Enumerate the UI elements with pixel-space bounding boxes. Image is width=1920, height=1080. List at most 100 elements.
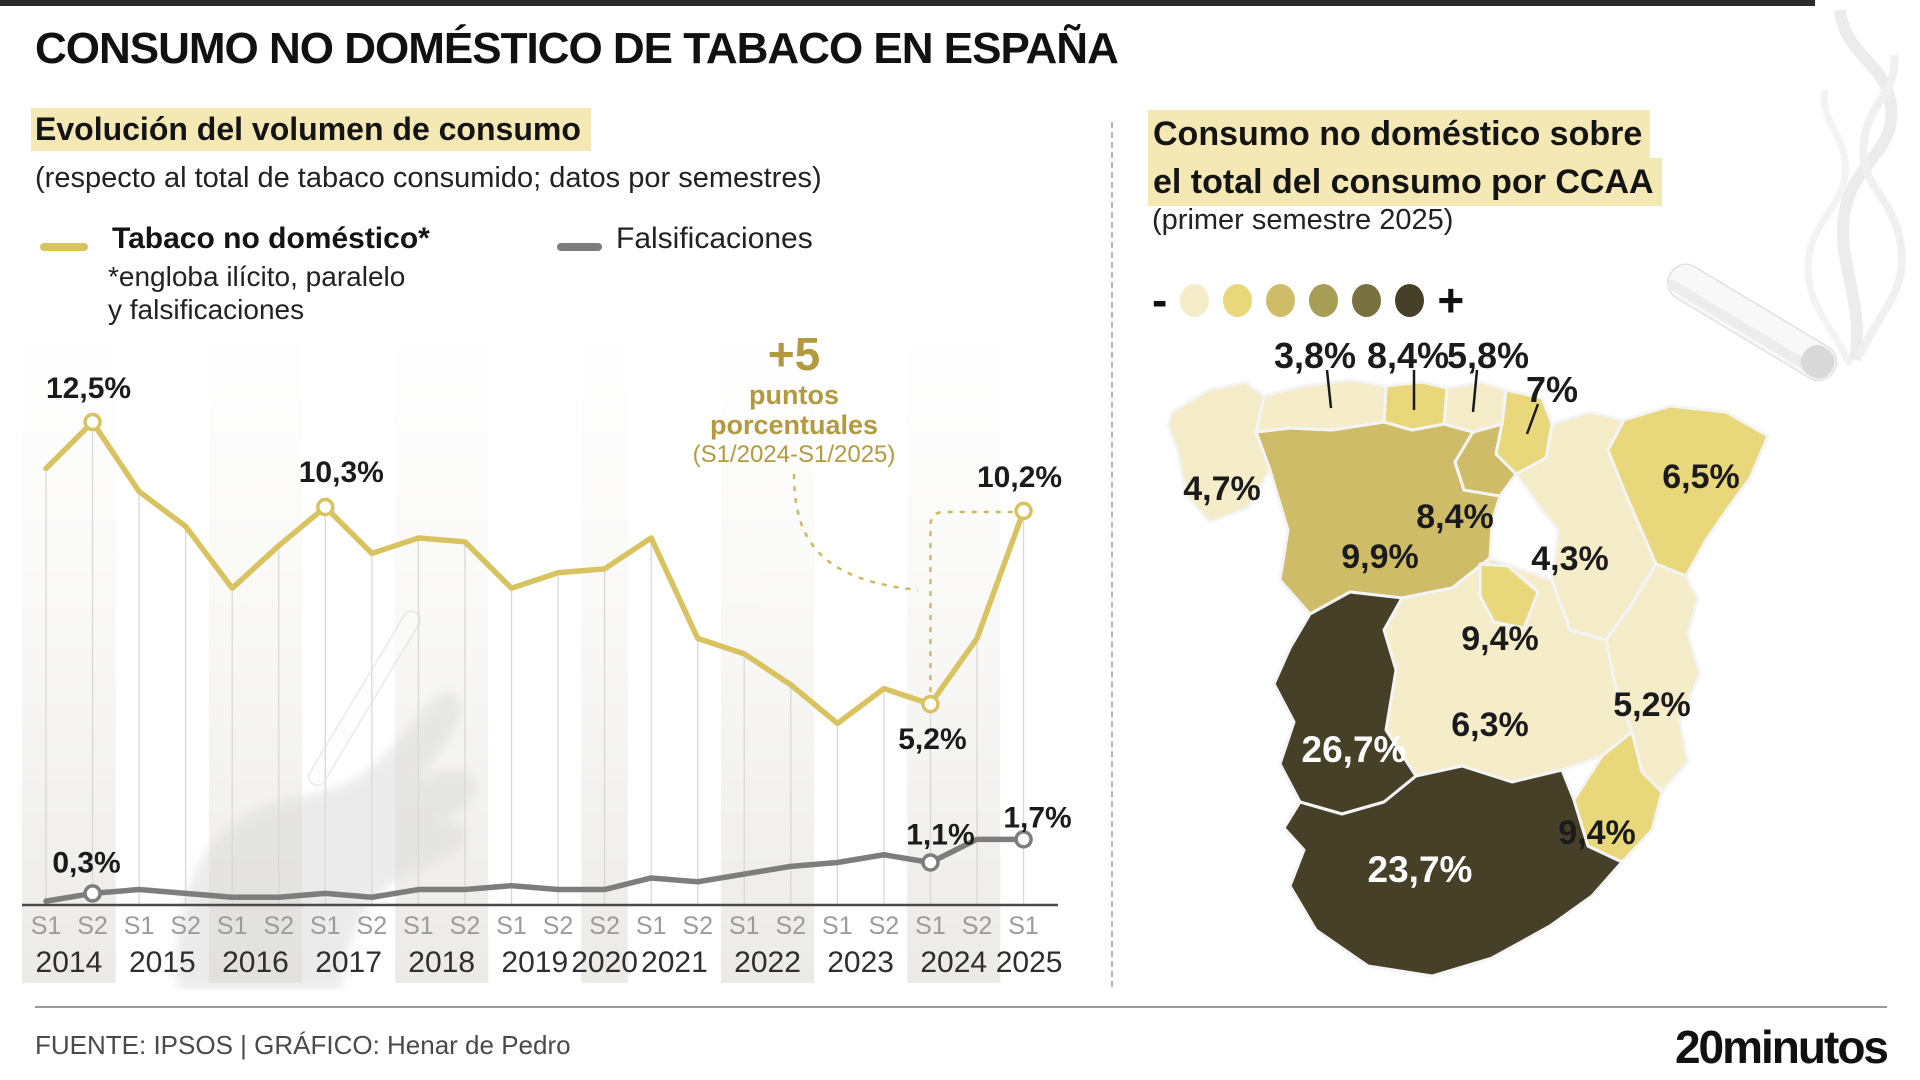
drop-lines bbox=[45, 425, 1025, 905]
point-marker bbox=[921, 694, 940, 714]
map-section-title: Consumo no doméstico sobre el total del … bbox=[1148, 110, 1662, 206]
region-asturias bbox=[1254, 378, 1388, 434]
map-pointer-line bbox=[1325, 369, 1333, 409]
semester-label: S1 bbox=[403, 912, 434, 940]
map-label-murcia: 9,4% bbox=[1558, 814, 1636, 852]
year-label: 2017 bbox=[315, 946, 382, 979]
annotation-line: (S1/2024-S1/2025) bbox=[693, 441, 896, 468]
semester-label: S1 bbox=[1008, 912, 1039, 940]
chart-section-subtitle: (respecto al total de tabaco consumido; … bbox=[35, 162, 822, 194]
semester-label: S2 bbox=[263, 912, 294, 940]
semester-label: S1 bbox=[915, 912, 946, 940]
map-label-andalucia: 23,7% bbox=[1368, 849, 1473, 890]
semester-label: S1 bbox=[822, 912, 853, 940]
map-label-cantabria: 8,4% bbox=[1367, 335, 1449, 376]
smoke-and-cigarette-graphic bbox=[1667, 9, 1906, 382]
map-pointer-line bbox=[1525, 403, 1540, 435]
point-marker bbox=[83, 884, 102, 903]
legend-label-falsificaciones: Falsificaciones bbox=[616, 222, 813, 255]
map-pointer-line bbox=[1471, 369, 1479, 413]
cigarette-icon bbox=[1667, 263, 1838, 382]
region-murcia bbox=[1572, 730, 1664, 864]
region-madrid bbox=[1478, 562, 1540, 630]
map-label-pais-vasco: 5,8% bbox=[1447, 335, 1529, 376]
point-label: 1,7% bbox=[1003, 801, 1071, 834]
scale-plus-sign: + bbox=[1437, 274, 1465, 326]
year-label: 2024 bbox=[920, 946, 987, 979]
map-label-asturias: 3,8% bbox=[1274, 335, 1356, 376]
year-label: 2020 bbox=[571, 946, 638, 979]
legend-footnote: *engloba ilícito, paralelo y falsificaci… bbox=[108, 260, 405, 326]
annotation-headline: +5 bbox=[768, 330, 820, 380]
map-section-subtitle: (primer semestre 2025) bbox=[1152, 204, 1454, 236]
map-label-navarra: 7% bbox=[1526, 369, 1578, 410]
chart-title-highlight: Evolución del volumen de consumo bbox=[31, 108, 591, 151]
legend-swatch-falsificaciones bbox=[557, 243, 602, 251]
year-label: 2015 bbox=[129, 946, 196, 979]
map-label-extremadura: 26,7% bbox=[1302, 729, 1407, 770]
year-label: 2022 bbox=[734, 946, 801, 979]
series-lines bbox=[43, 419, 1027, 904]
scale-swatch bbox=[1352, 283, 1382, 317]
scale-swatch bbox=[1309, 283, 1339, 317]
region-andalucia bbox=[1282, 764, 1624, 978]
page-title: CONSUMO NO DOMÉSTICO DE TABACO EN ESPAÑA bbox=[35, 24, 1119, 73]
point-marker bbox=[1014, 830, 1033, 849]
legend-label-tabaco: Tabaco no doméstico* bbox=[112, 222, 430, 255]
annotation-dashed-line bbox=[792, 473, 919, 592]
semester-label: S2 bbox=[776, 912, 807, 940]
year-label: 2019 bbox=[501, 946, 568, 979]
semester-label: S2 bbox=[77, 912, 108, 940]
semester-label: S2 bbox=[589, 912, 620, 940]
scale-swatch bbox=[1223, 283, 1253, 317]
footer-rule bbox=[35, 1006, 1887, 1008]
year-band bbox=[395, 330, 489, 983]
year-label: 2021 bbox=[641, 946, 708, 979]
year-band bbox=[22, 330, 116, 983]
point-label: 10,2% bbox=[977, 461, 1062, 494]
point-labels: 12,5% 10,3% 5,2% 10,2% 0,3% 1,1% 1,7% bbox=[46, 372, 1072, 879]
map-color-scale: - + bbox=[1152, 274, 1465, 326]
brand-logo-20minutos: 20minutos bbox=[1674, 1021, 1889, 1073]
region-navarra bbox=[1494, 388, 1554, 476]
legend-footnote-line1: *engloba ilícito, paralelo bbox=[108, 261, 406, 292]
semester-label: S1 bbox=[496, 912, 527, 940]
section-divider-dashed bbox=[1111, 122, 1113, 987]
year-label: 2016 bbox=[222, 946, 289, 979]
point-markers bbox=[83, 412, 1033, 903]
semester-label: S1 bbox=[124, 912, 155, 940]
semester-label: S2 bbox=[170, 912, 201, 940]
point-label: 5,2% bbox=[898, 723, 966, 756]
map-value-labels: 4,7%3,8% 8,4%5,8%7%8,4%6,5%4,3%9,9%9,4%6,… bbox=[1183, 335, 1740, 890]
map-label-cataluna: 6,5% bbox=[1662, 458, 1740, 496]
semester-label: S2 bbox=[450, 912, 481, 940]
series-line-tabaco bbox=[43, 419, 1027, 727]
semester-label: S2 bbox=[869, 912, 900, 940]
point-marker bbox=[921, 853, 940, 872]
year-band bbox=[907, 330, 1001, 983]
semester-label: S1 bbox=[729, 912, 760, 940]
map-label-castilla-y-leon: 9,9% bbox=[1341, 538, 1419, 576]
source-credit: FUENTE: IPSOS | GRÁFICO: Henar de Pedro bbox=[35, 1030, 571, 1060]
region-cataluna bbox=[1606, 404, 1770, 578]
map-label-castilla-la-mancha: 6,3% bbox=[1451, 706, 1529, 744]
scale-minus-sign: - bbox=[1152, 274, 1168, 326]
region-cantabria bbox=[1382, 380, 1449, 432]
point-label: 10,3% bbox=[299, 456, 384, 489]
map-label-galicia: 4,7% bbox=[1183, 470, 1261, 508]
point-marker bbox=[316, 497, 335, 517]
year-label: 2023 bbox=[827, 946, 894, 979]
map-title-line1: Consumo no doméstico sobre bbox=[1148, 110, 1651, 158]
legend-swatch-tabaco bbox=[40, 243, 88, 251]
region-galicia bbox=[1166, 380, 1272, 524]
x-axis-labels: 2014 S1 S2 2015 S1 S2 2016 S1 S2 2017 S1 S2 2018 S1 S2… bbox=[31, 912, 1063, 979]
year-label: 2018 bbox=[408, 946, 475, 979]
spain-ccaa-map: 4,7%3,8% 8,4%5,8%7%8,4%6,5%4,3%9,9%9,4%6,… bbox=[1166, 335, 1770, 978]
map-title-line2: el total del consumo por CCAA bbox=[1148, 158, 1662, 206]
point-label: 0,3% bbox=[52, 846, 120, 879]
chart-section-title: Evolución del volumen de consumo bbox=[31, 108, 591, 151]
semester-label: S2 bbox=[543, 912, 574, 940]
